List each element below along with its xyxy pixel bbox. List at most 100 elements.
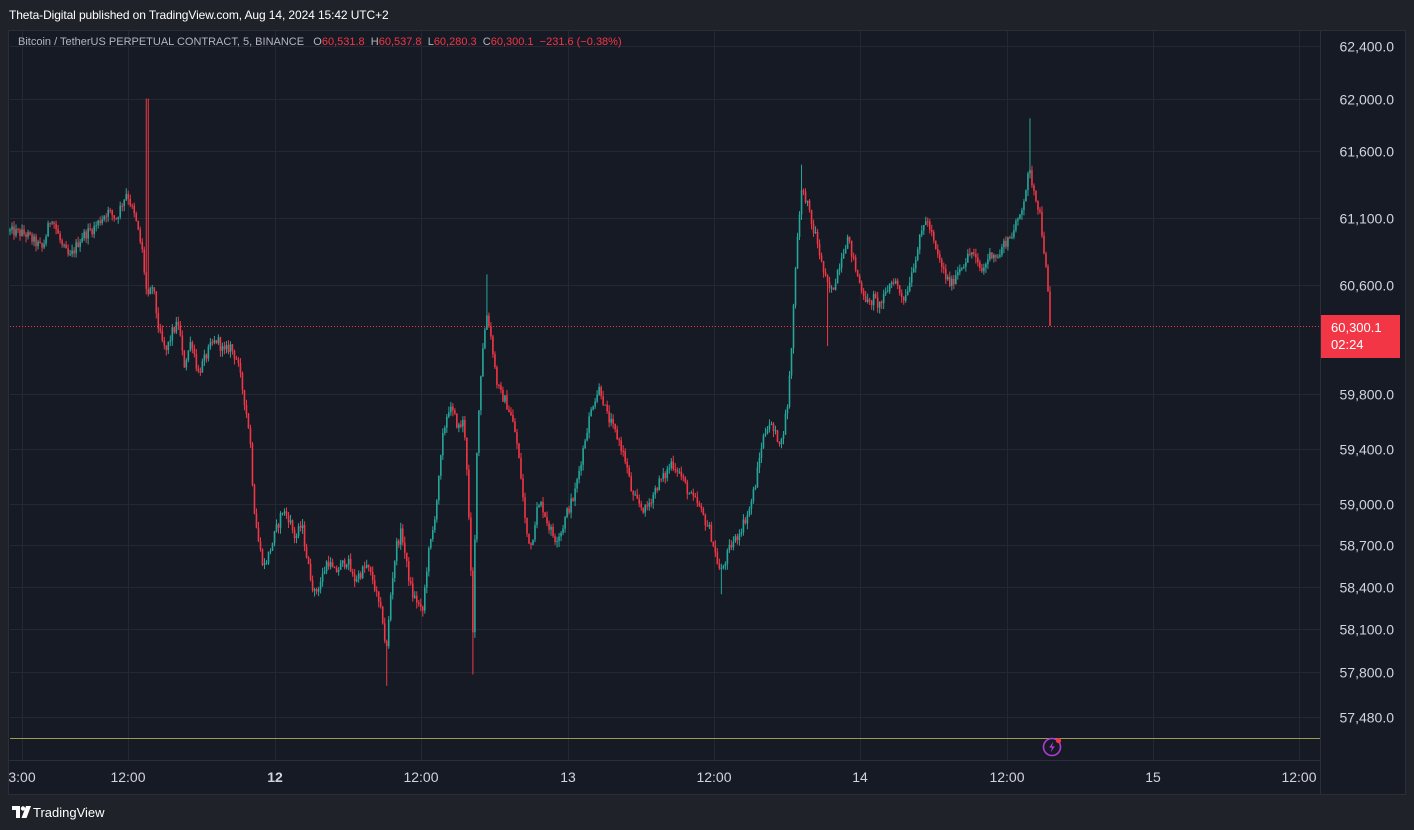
candle [1033,183,1035,196]
candle [612,414,614,429]
candle [77,236,79,248]
candle [173,326,176,334]
candle [351,568,354,577]
candle [357,570,360,583]
alert-bolt-icon[interactable] [1041,736,1063,758]
candle [401,524,404,546]
candle [742,514,745,536]
candle [959,264,961,276]
candle [105,213,107,223]
y-tick-label: 58,100.0 [1340,622,1395,638]
candle [606,400,608,414]
candle [989,247,991,262]
candle [684,476,687,484]
last-price-badge: 60,300.1 02:24 [1321,315,1400,358]
low-value: 60,280.3 [433,36,477,48]
candle [279,511,282,534]
chart-frame[interactable] [8,30,1406,795]
candle [428,546,430,577]
candle [860,280,863,294]
candle [971,251,973,259]
candle [444,425,446,436]
candle [594,398,596,410]
candle [578,466,580,484]
candle [448,406,450,419]
candle [79,238,81,252]
symbol-name[interactable]: Bitcoin / TetherUS PERPETUAL CONTRACT, 5… [18,36,305,48]
candle [466,437,468,476]
candle [55,220,57,235]
candle [592,405,594,411]
candle [91,227,93,238]
candle [1003,238,1005,254]
candle [440,454,442,480]
candle [343,558,346,570]
candle [127,190,130,205]
candle [682,473,685,482]
candle [834,278,837,291]
candle [552,523,554,538]
candle [610,412,612,427]
candle [161,325,164,343]
candle [772,422,775,438]
candle [981,263,983,273]
candle [239,358,242,378]
candle [289,514,292,525]
candle [572,497,574,502]
tradingview-brand[interactable]: TradingView [33,805,105,820]
candle [800,164,803,220]
candle [13,221,15,240]
candle [237,356,240,367]
candle [608,405,610,428]
x-tick-label: 12:00 [1281,769,1316,785]
candle [560,530,562,542]
candle [157,307,160,333]
candle [584,438,586,450]
candle [670,458,673,471]
candle [403,536,406,559]
candle [245,399,248,418]
time-axis[interactable]: 3:00 12:00 12 12:00 13 12:00 14 12:00 15 12:00 [8,769,1316,785]
publisher-bar: Theta-Digital published on TradingView.c… [0,0,1414,30]
candle [375,586,378,597]
candle [73,247,75,258]
price-axis[interactable]: 62,400.0 62,000.0 61,600.0 61,100.0 60,600.0… [1340,39,1395,726]
candle [977,253,979,267]
candle [650,498,653,508]
candle [323,566,326,575]
candle [371,566,374,585]
candle [900,289,903,303]
candle [107,206,109,222]
candle [768,419,771,433]
candle [281,512,284,516]
candle [199,367,202,376]
candle [1015,218,1017,233]
candle [668,463,671,474]
candle [179,320,182,337]
candle [454,408,456,416]
candle [664,471,667,484]
candle [1041,206,1043,238]
candle [866,293,869,304]
candle [95,221,97,232]
high-label: H [370,36,379,48]
candle [205,353,208,363]
candle [912,263,915,273]
candle [566,507,568,519]
candle [752,486,755,504]
candle [656,486,659,493]
tradingview-logo-icon[interactable] [12,806,31,818]
candle [159,323,162,334]
candle [969,247,971,257]
candle [995,254,997,262]
x-tick-label: 12:00 [110,769,145,785]
candle [305,543,308,559]
candle [267,551,270,565]
candle [391,572,394,600]
candle [924,216,927,226]
candle [985,262,987,273]
candle [686,479,689,500]
candle [620,436,622,455]
candle [848,236,851,244]
